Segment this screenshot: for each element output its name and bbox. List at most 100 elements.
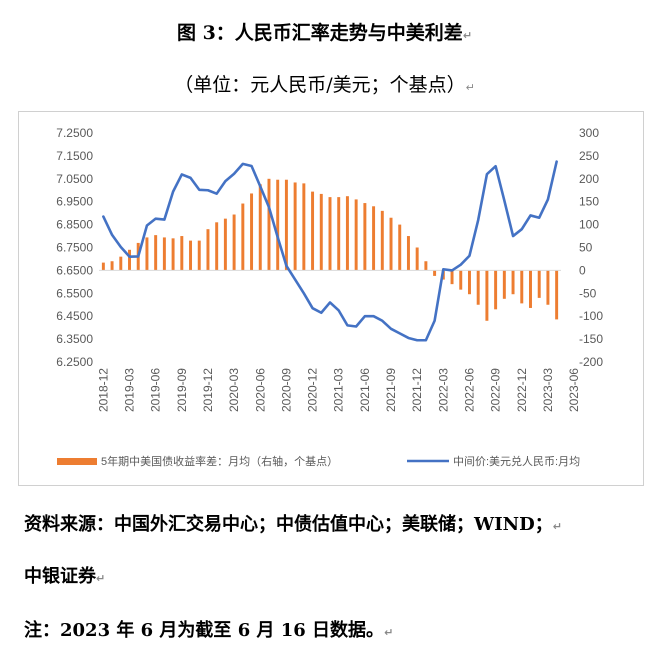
bar	[241, 203, 245, 271]
bar	[284, 179, 288, 271]
bar	[398, 224, 402, 271]
bar	[546, 270, 550, 305]
source-line: 资料来源：中国外汇交易中心；中债估值中心；美联储；WIND；↵	[24, 514, 562, 535]
x-tick-label: 2019-06	[149, 368, 163, 412]
bar	[363, 203, 367, 271]
bar	[197, 240, 201, 271]
bar	[354, 199, 358, 271]
x-tick-label: 2019-09	[175, 368, 189, 412]
y-left-tick-label: 6.5500	[56, 286, 93, 300]
y-right-tick-label: 250	[579, 149, 599, 163]
bar	[529, 270, 532, 308]
bar	[189, 240, 193, 271]
bar	[389, 217, 393, 271]
bar	[459, 270, 463, 290]
bar	[328, 197, 332, 271]
chart-subtitle: （单位：元人民币/美元；个基点）↵	[174, 74, 475, 96]
bar	[258, 184, 262, 271]
bar	[206, 229, 210, 271]
x-tick-label: 2021-09	[384, 368, 398, 412]
legend-line-label: 中间价:美元兑人民币:月均	[453, 454, 580, 468]
y-right-tick-label: 200	[579, 172, 599, 186]
y-right-tick-label: -100	[579, 309, 603, 323]
chart-svg: 6.2500 6.3500 6.4500 6.5500 6.6500 6.7500 6.85…	[56, 126, 603, 468]
bar	[485, 270, 489, 321]
x-tick-label: 2020-09	[279, 368, 293, 412]
legend-bar-swatch	[57, 458, 97, 465]
bar	[450, 270, 454, 285]
x-tick-label: 2022-09	[489, 368, 503, 412]
x-tick-label: 2023-06	[567, 368, 581, 412]
bar	[372, 206, 376, 271]
y-left-tick-label: 6.2500	[56, 355, 93, 369]
bar	[424, 261, 428, 271]
y-left-tick-label: 7.1500	[56, 149, 93, 163]
bar	[110, 261, 114, 271]
y-right-tick-label: -50	[579, 286, 597, 300]
bar	[145, 237, 149, 271]
bar	[467, 270, 471, 295]
bar	[415, 247, 419, 271]
bar	[502, 270, 506, 299]
bar	[537, 270, 541, 298]
y-right-tick-label: -200	[579, 355, 603, 369]
note-line: 注：2023 年 6 月为截至 6 月 16 日数据。↵	[24, 620, 394, 641]
y-right-tick-label: 0	[579, 263, 586, 277]
x-tick-label: 2021-12	[410, 368, 424, 412]
y-left-tick-label: 6.6500	[56, 263, 93, 277]
bar	[511, 270, 515, 295]
bar	[119, 256, 123, 271]
bar	[302, 183, 306, 271]
y-right-tick-label: 150	[579, 195, 599, 209]
bar	[171, 238, 175, 271]
bar	[267, 178, 271, 271]
bar	[101, 262, 105, 271]
bar	[293, 182, 297, 271]
bar	[232, 214, 236, 271]
y-right-tick-label: 50	[579, 241, 593, 255]
line-series	[102, 160, 558, 342]
bar	[319, 193, 323, 271]
x-tick-label: 2021-06	[358, 368, 372, 412]
bar	[215, 222, 219, 271]
bar	[345, 196, 349, 271]
bar	[406, 236, 410, 271]
x-tick-label: 2022-12	[515, 368, 529, 412]
x-tick-label: 2020-03	[227, 368, 241, 412]
y-left-tick-label: 6.9500	[56, 195, 93, 209]
bar	[555, 270, 559, 320]
x-tick-label: 2023-03	[541, 368, 555, 412]
bar	[276, 179, 280, 271]
y-left-tick-label: 6.7500	[56, 241, 93, 255]
legend-bar-label: 5年期中美国债收益率差：月均（右轴，个基点）	[101, 454, 338, 468]
bar	[162, 237, 166, 271]
bar	[520, 270, 524, 304]
y-right-tick-label: 300	[579, 126, 599, 140]
y-left-tick-label: 7.0500	[56, 172, 93, 186]
source-line-2: 中银证券↵	[24, 566, 106, 587]
bar	[433, 270, 437, 276]
bar	[223, 218, 227, 271]
bar	[337, 197, 341, 271]
x-tick-label: 2019-12	[201, 368, 215, 412]
y-left-tick-label: 7.2500	[56, 126, 93, 140]
x-tick-label: 2019-03	[123, 368, 137, 412]
x-tick-label: 2018-12	[96, 368, 110, 412]
y-left-tick-label: 6.4500	[56, 309, 93, 323]
y-left-tick-label: 6.8500	[56, 218, 93, 232]
bar	[476, 270, 480, 305]
y-left-tick-label: 6.3500	[56, 332, 93, 346]
y-right-tick-label: -150	[579, 332, 603, 346]
x-tick-label: 2021-03	[332, 368, 346, 412]
bar	[128, 249, 131, 271]
x-tick-label: 2022-06	[462, 368, 476, 412]
bar	[154, 235, 158, 271]
chart-area: 6.2500 6.3500 6.4500 6.5500 6.6500 6.7500 6.85…	[18, 111, 644, 486]
bar	[311, 191, 315, 271]
x-tick-label: 2020-12	[306, 368, 320, 412]
chart-title: 图 3：人民币汇率走势与中美利差↵	[176, 22, 473, 44]
x-tick-label: 2020-06	[253, 368, 267, 412]
y-right-tick-label: 100	[579, 218, 599, 232]
bar	[494, 270, 498, 310]
x-tick-label: 2022-03	[436, 368, 450, 412]
